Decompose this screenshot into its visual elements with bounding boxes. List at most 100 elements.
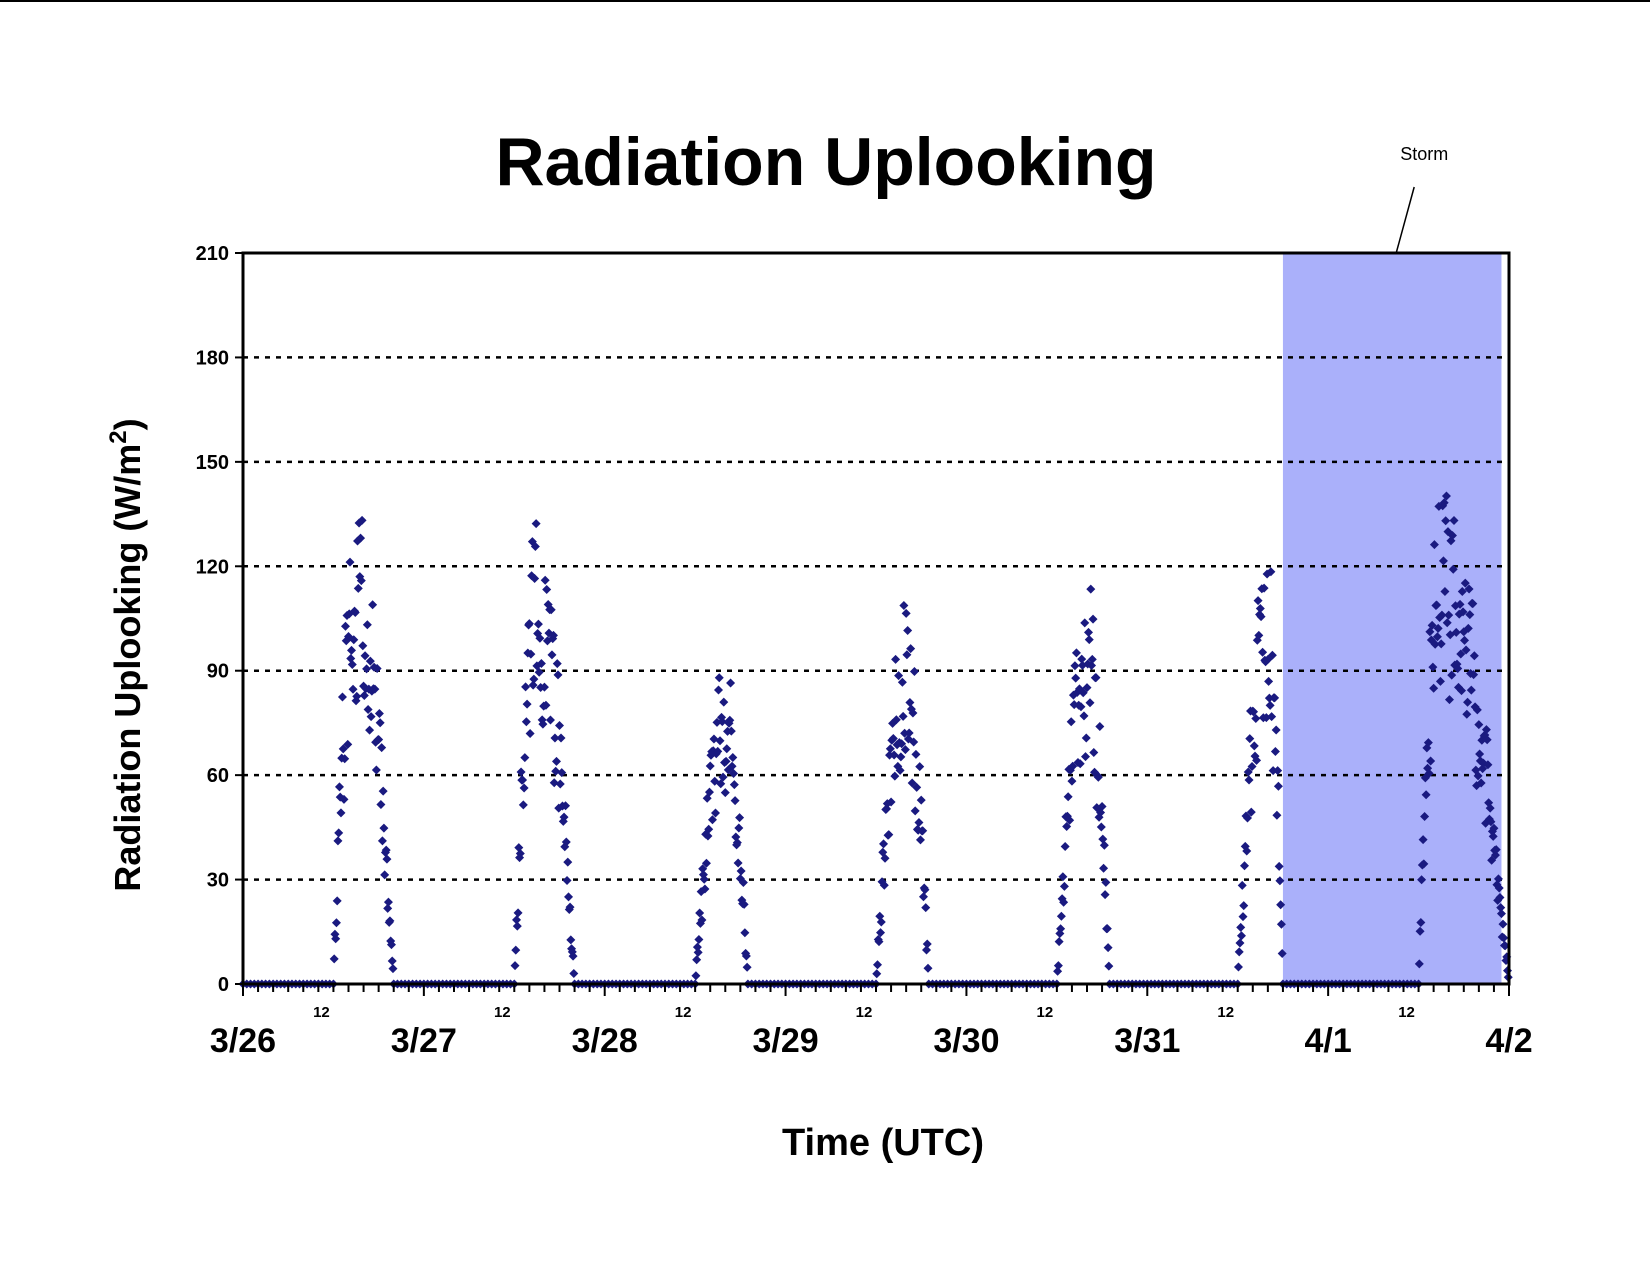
data-point <box>1276 900 1286 910</box>
data-point <box>874 937 884 947</box>
data-point <box>699 874 709 884</box>
data-point <box>910 806 920 816</box>
data-point <box>1442 618 1452 628</box>
data-point <box>383 897 393 907</box>
data-point <box>1076 702 1086 712</box>
data-point <box>721 756 731 766</box>
data-point <box>1475 749 1485 759</box>
data-point <box>1448 564 1458 574</box>
data-point <box>1265 700 1275 710</box>
data-point <box>551 756 561 766</box>
data-point <box>885 744 895 754</box>
data-point <box>562 875 572 885</box>
y-tick-label: 120 <box>196 556 229 578</box>
data-point <box>381 845 391 855</box>
data-point <box>1418 835 1428 845</box>
data-point <box>1273 781 1283 791</box>
x-minor-tick-label: 12 <box>1217 1004 1234 1021</box>
data-point <box>873 960 883 970</box>
data-point <box>707 815 717 825</box>
data-point <box>742 962 752 972</box>
data-point <box>732 838 742 848</box>
data-point <box>338 744 348 754</box>
chart-title: Radiation Uplooking <box>495 124 1156 200</box>
data-point <box>1239 861 1249 871</box>
data-point <box>1075 759 1085 769</box>
data-point <box>524 619 534 629</box>
data-point <box>1236 931 1246 941</box>
data-point <box>1080 618 1090 628</box>
data-point <box>1053 961 1063 971</box>
data-point <box>911 749 921 759</box>
data-point <box>1424 768 1434 778</box>
data-point <box>729 780 739 790</box>
data-point <box>365 656 375 666</box>
data-point <box>370 684 380 694</box>
data-point <box>905 698 915 708</box>
data-point <box>1496 903 1506 913</box>
data-point <box>1420 811 1430 821</box>
data-point <box>1490 850 1500 860</box>
data-point <box>1253 596 1263 606</box>
data-point <box>1270 746 1280 756</box>
data-point <box>906 644 916 654</box>
data-point <box>555 779 565 789</box>
data-point <box>1066 717 1076 727</box>
data-point <box>549 778 559 788</box>
data-point <box>331 918 341 928</box>
data-point <box>1095 721 1105 731</box>
data-point <box>726 678 736 688</box>
data-point <box>345 557 355 567</box>
data-point <box>329 954 339 964</box>
data-point <box>1460 635 1470 645</box>
data-point <box>1099 863 1109 873</box>
x-minor-tick-label: 12 <box>675 1004 692 1021</box>
data-point <box>353 583 363 593</box>
data-point <box>704 824 714 834</box>
data-point <box>920 885 930 895</box>
data-point <box>733 858 743 868</box>
data-point <box>1238 912 1248 922</box>
data-point <box>1433 623 1443 633</box>
y-tick-label: 90 <box>207 661 229 683</box>
data-point <box>889 750 899 760</box>
data-point <box>1070 661 1080 671</box>
data-point <box>1493 874 1503 884</box>
data-point <box>1053 966 1063 976</box>
data-point <box>556 733 566 743</box>
data-point <box>1494 883 1504 893</box>
data-point <box>1087 661 1097 671</box>
data-point <box>563 857 573 867</box>
data-point <box>1251 714 1261 724</box>
data-point <box>372 663 382 673</box>
data-point <box>1254 630 1264 640</box>
data-point <box>739 899 749 909</box>
data-point <box>895 765 905 775</box>
data-point <box>725 715 735 725</box>
data-point <box>528 680 538 690</box>
data-point <box>729 768 739 778</box>
data-point <box>377 836 387 846</box>
data-point <box>540 575 550 585</box>
data-point <box>1082 683 1092 693</box>
data-point <box>1472 705 1482 715</box>
data-point <box>1489 823 1499 833</box>
data-point <box>339 794 349 804</box>
data-point <box>1080 752 1090 762</box>
data-point <box>1464 584 1474 594</box>
y-tick-label: 150 <box>196 452 229 474</box>
data-point <box>730 796 740 806</box>
data-point <box>900 745 910 755</box>
data-point <box>1455 599 1465 609</box>
data-point <box>1267 650 1277 660</box>
data-point <box>1421 790 1431 800</box>
data-point <box>898 711 908 721</box>
data-point <box>714 685 724 695</box>
data-point <box>332 896 342 906</box>
storm-leader-line <box>1395 186 1415 254</box>
data-point <box>921 945 931 955</box>
data-point <box>525 729 535 739</box>
data-point <box>1058 872 1068 882</box>
data-point <box>334 782 344 792</box>
